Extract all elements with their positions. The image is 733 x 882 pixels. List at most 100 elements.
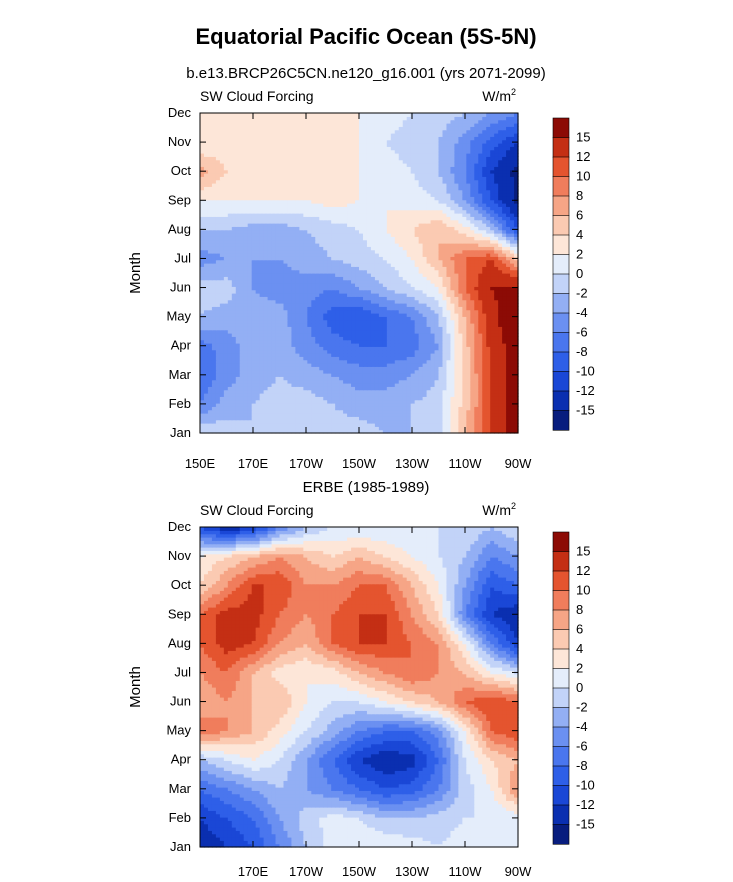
heatmap-cell xyxy=(203,416,209,421)
heatmap-cell xyxy=(510,399,515,404)
heatmap-cell xyxy=(406,366,412,371)
heatmap-cell xyxy=(311,426,316,431)
heatmap-cell xyxy=(267,429,273,434)
heatmap-cell xyxy=(382,409,388,414)
heatmap-cell xyxy=(200,383,205,387)
heatmap-cell xyxy=(355,416,360,421)
heatmap-cell xyxy=(327,339,332,344)
heatmap-cell xyxy=(267,359,273,364)
heatmap-cell xyxy=(502,356,507,361)
heatmap-cell xyxy=(486,403,491,407)
heatmap-cell xyxy=(434,353,440,357)
heatmap-cell xyxy=(406,429,412,434)
heatmap-cell xyxy=(482,426,487,431)
heatmap-cell xyxy=(426,429,432,434)
heatmap-cell xyxy=(430,386,436,391)
heatmap-cell xyxy=(231,339,237,344)
heatmap-cell xyxy=(482,346,487,351)
heatmap-cell xyxy=(339,333,344,337)
heatmap-cell xyxy=(219,349,225,354)
heatmap-cell xyxy=(390,379,396,384)
heatmap-cell xyxy=(271,399,277,404)
heatmap-cell xyxy=(255,376,261,381)
heatmap-cell xyxy=(450,383,456,387)
heatmap-cell xyxy=(307,383,312,387)
heatmap-cell xyxy=(446,423,452,427)
heatmap-cell xyxy=(482,333,487,337)
heatmap-cell xyxy=(239,386,245,391)
heatmap-cell xyxy=(466,396,471,401)
heatmap-cell xyxy=(259,346,265,351)
heatmap-cell xyxy=(319,406,324,411)
heatmap-cell xyxy=(478,343,483,347)
heatmap-cell xyxy=(307,419,312,424)
heatmap-cell xyxy=(291,349,297,354)
heatmap-cell xyxy=(335,369,340,374)
heatmap-cell xyxy=(295,329,300,334)
heatmap-cell xyxy=(430,376,436,381)
heatmap-cell xyxy=(486,366,491,371)
heatmap-cell xyxy=(514,339,519,344)
heatmap-cell xyxy=(267,419,273,424)
heatmap-cell xyxy=(450,419,456,424)
heatmap-cell xyxy=(315,363,320,367)
heatmap-cell xyxy=(498,399,503,404)
heatmap-cell xyxy=(434,406,440,411)
heatmap-cell xyxy=(307,353,312,357)
heatmap-cell xyxy=(430,413,436,417)
heatmap-cell xyxy=(390,426,396,431)
heatmap-cell xyxy=(251,406,257,411)
heatmap-cell xyxy=(390,366,396,371)
heatmap-cell xyxy=(378,416,384,421)
heatmap-cell xyxy=(203,363,209,367)
heatmap-cell xyxy=(422,379,428,384)
heatmap-cell xyxy=(462,333,467,337)
heatmap-cell xyxy=(339,373,344,377)
heatmap-cell xyxy=(394,333,400,337)
heatmap-cell xyxy=(442,373,448,377)
heatmap-cell xyxy=(402,346,408,351)
heatmap-cell xyxy=(458,413,463,417)
heatmap-cell xyxy=(315,393,320,397)
heatmap-cell xyxy=(474,426,479,431)
heatmap-cell xyxy=(255,333,261,337)
heatmap-cell xyxy=(259,376,265,381)
heatmap-cell xyxy=(426,423,432,427)
heatmap-cell xyxy=(203,396,209,401)
heatmap-cell xyxy=(434,356,440,361)
heatmap-cell xyxy=(223,419,229,424)
heatmap-cell xyxy=(474,416,479,421)
heatmap-cell xyxy=(434,329,440,334)
heatmap-cell xyxy=(247,419,253,424)
heatmap-cell xyxy=(211,353,217,357)
heatmap-cell xyxy=(394,409,400,414)
heatmap-cell xyxy=(402,329,408,334)
heatmap-cell xyxy=(331,403,336,407)
heatmap-cell xyxy=(215,329,221,334)
heatmap-cell xyxy=(486,346,491,351)
heatmap-cell xyxy=(319,369,324,374)
heatmap-cell xyxy=(303,339,308,344)
heatmap-cell xyxy=(219,426,225,431)
heatmap-cell xyxy=(390,363,396,367)
heatmap-cell xyxy=(223,369,229,374)
heatmap-cell xyxy=(331,356,336,361)
heatmap-cell xyxy=(203,386,209,391)
heatmap-cell xyxy=(207,353,213,357)
heatmap-cell xyxy=(339,353,344,357)
heatmap-cell xyxy=(303,379,308,384)
heatmap-cell xyxy=(235,373,241,377)
heatmap-cell xyxy=(494,356,499,361)
heatmap-cell xyxy=(355,396,360,401)
heatmap-cell xyxy=(494,369,499,374)
heatmap-cell xyxy=(215,406,221,411)
heatmap-cell xyxy=(362,349,368,354)
heatmap-cell xyxy=(494,386,499,391)
heatmap-cell xyxy=(263,416,269,421)
heatmap-cell xyxy=(510,403,515,407)
heatmap-cell xyxy=(243,429,249,434)
heatmap-cell xyxy=(386,369,392,374)
heatmap-cell xyxy=(211,326,217,331)
heatmap-cell xyxy=(386,339,392,344)
heatmap-cell xyxy=(200,369,205,374)
